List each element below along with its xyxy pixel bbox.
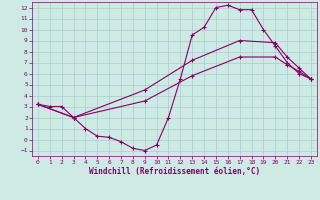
X-axis label: Windchill (Refroidissement éolien,°C): Windchill (Refroidissement éolien,°C) [89, 167, 260, 176]
